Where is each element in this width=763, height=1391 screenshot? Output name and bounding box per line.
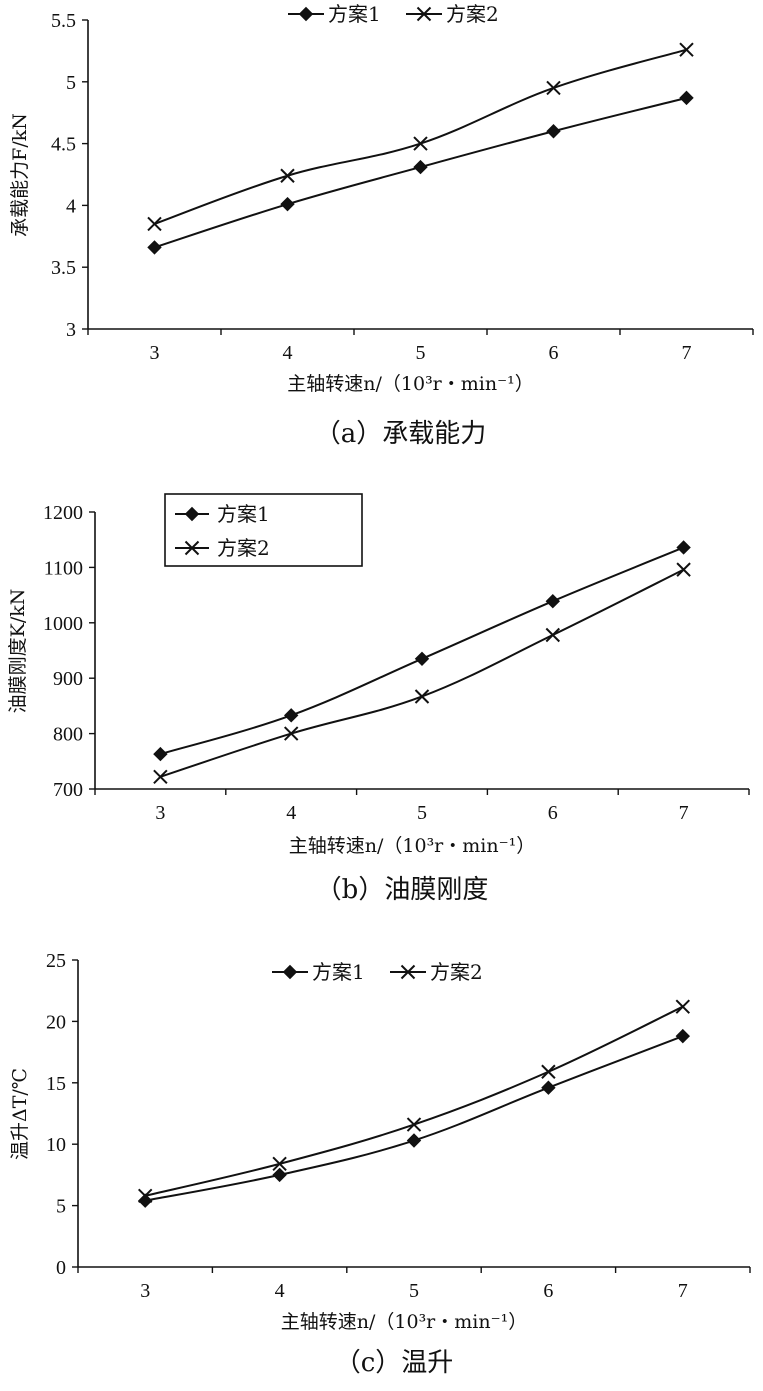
y-tick-label: 900 <box>53 668 83 690</box>
series-line-1 <box>145 1035 684 1202</box>
legend-marker-2 <box>416 6 432 22</box>
data-point-series1-7 <box>676 540 691 555</box>
legend-marker-2 <box>400 964 416 980</box>
y-tick-label: 0 <box>56 1257 66 1279</box>
data-point-series2-5 <box>406 1117 422 1132</box>
data-point-series1-7 <box>679 90 694 106</box>
data-point-series2-3 <box>147 216 162 232</box>
series-line-2 <box>144 1005 684 1197</box>
data-point-series2-3 <box>153 769 168 785</box>
y-tick-label: 4 <box>66 195 76 217</box>
legend-label-1: 方案1 <box>217 502 270 526</box>
y-tick-label: 5 <box>56 1196 66 1218</box>
figure-caption: （a）承载能力 <box>315 419 487 449</box>
y-tick-label: 25 <box>46 950 66 972</box>
legend-label-2: 方案2 <box>217 536 270 560</box>
x-axis-title: 主轴转速n/（10³r・min⁻¹） <box>287 373 534 395</box>
y-tick-label: 1200 <box>43 502 83 524</box>
data-point-series2-5 <box>414 689 430 704</box>
data-point-series2-6 <box>541 1064 556 1079</box>
legend-label-2: 方案2 <box>430 960 483 984</box>
y-tick-label: 10 <box>46 1134 66 1156</box>
data-point-series1-3 <box>153 746 168 762</box>
data-point-series2-4 <box>280 168 295 183</box>
series-line-2 <box>160 568 685 778</box>
legend-label-1: 方案1 <box>312 960 365 984</box>
x-tick-label: 6 <box>548 802 558 824</box>
x-axis-title: 主轴转速n/（10³r・min⁻¹） <box>289 835 536 857</box>
legend-label-1: 方案1 <box>328 2 381 26</box>
chart-panel-3: 0 5 10 15 20 25 3 4 5 6 7 主轴转速n/（10³r・min⁻¹） 温升ΔT/℃ 方… <box>9 950 751 1378</box>
x-tick-label: 4 <box>275 1280 285 1302</box>
data-point-series1-6 <box>546 124 561 139</box>
legend-label-2: 方案2 <box>446 2 499 26</box>
y-tick-label: 3 <box>66 319 76 341</box>
data-point-series1-3 <box>137 1193 153 1208</box>
legend: 方案1 方案2 <box>288 2 499 26</box>
data-point-series1-6 <box>545 593 561 609</box>
data-point-series2-6 <box>545 627 561 643</box>
data-point-series1-4 <box>272 1167 287 1183</box>
y-tick-label: 800 <box>53 724 83 746</box>
data-point-series2-7 <box>676 562 691 577</box>
data-point-series1-3 <box>147 240 162 255</box>
data-point-series1-7 <box>675 1028 691 1044</box>
legend-marker-2 <box>184 540 200 556</box>
chart-panel-2: 700 800 900 1000 1100 1200 3 4 5 6 7 主轴转速n/（10³r・mi… <box>7 493 750 905</box>
y-tick-label: 4.5 <box>51 134 76 156</box>
data-point-series1-4 <box>283 708 299 723</box>
legend: 方案1 方案2 <box>272 960 483 984</box>
y-axis-title: 温升ΔT/℃ <box>9 1068 31 1160</box>
x-tick-label: 7 <box>679 802 689 824</box>
figure-caption: （c）温升 <box>335 1348 454 1378</box>
data-point-series1-4 <box>280 196 295 212</box>
y-tick-label: 15 <box>46 1073 66 1095</box>
y-axis-title: 承载能力F/kN <box>9 113 31 237</box>
legend-marker-1 <box>282 964 298 980</box>
y-tick-label: 1100 <box>44 557 83 579</box>
x-tick-label: 4 <box>283 342 293 364</box>
data-point-series1-5 <box>414 651 430 667</box>
x-tick-label: 5 <box>416 342 426 364</box>
y-tick-label: 20 <box>46 1011 66 1033</box>
x-tick-label: 3 <box>155 802 165 824</box>
x-tick-label: 6 <box>543 1280 553 1302</box>
y-tick-label: 5 <box>66 72 76 94</box>
x-tick-label: 5 <box>417 802 427 824</box>
data-point-series2-7 <box>675 999 691 1014</box>
series-line-2 <box>154 48 687 225</box>
data-point-series1-6 <box>541 1080 556 1095</box>
data-point-series2-4 <box>283 726 299 741</box>
x-tick-label: 5 <box>409 1280 419 1302</box>
chart-panel-1: 3 3.5 4 4.5 5 5.5 3 4 5 6 7 主轴转速n/（10³r・min⁻¹） 承载能力F… <box>9 2 754 449</box>
y-tick-label: 5.5 <box>51 10 76 32</box>
x-tick-label: 3 <box>150 342 160 364</box>
data-point-series2-5 <box>413 136 428 151</box>
x-tick-label: 4 <box>286 802 296 824</box>
data-point-series1-5 <box>413 159 428 175</box>
y-tick-label: 700 <box>53 779 83 801</box>
figure-caption: （b）油膜刚度 <box>316 875 489 905</box>
data-point-series2-3 <box>137 1188 153 1203</box>
data-point-series2-6 <box>546 80 561 96</box>
series-line-1 <box>160 546 684 756</box>
data-point-series1-5 <box>406 1133 422 1148</box>
x-tick-label: 7 <box>682 342 692 364</box>
legend-marker-1 <box>184 506 200 522</box>
data-point-series2-4 <box>272 1156 287 1172</box>
y-tick-label: 3.5 <box>51 257 76 279</box>
y-axis-title: 油膜刚度K/kN <box>7 589 29 714</box>
x-axis-title: 主轴转速n/（10³r・min⁻¹） <box>281 1311 528 1333</box>
data-point-series2-7 <box>679 42 694 57</box>
x-tick-label: 7 <box>678 1280 688 1302</box>
x-tick-label: 6 <box>549 342 559 364</box>
y-tick-label: 1000 <box>43 613 83 635</box>
x-tick-label: 3 <box>140 1280 150 1302</box>
legend-marker-1 <box>298 6 314 22</box>
